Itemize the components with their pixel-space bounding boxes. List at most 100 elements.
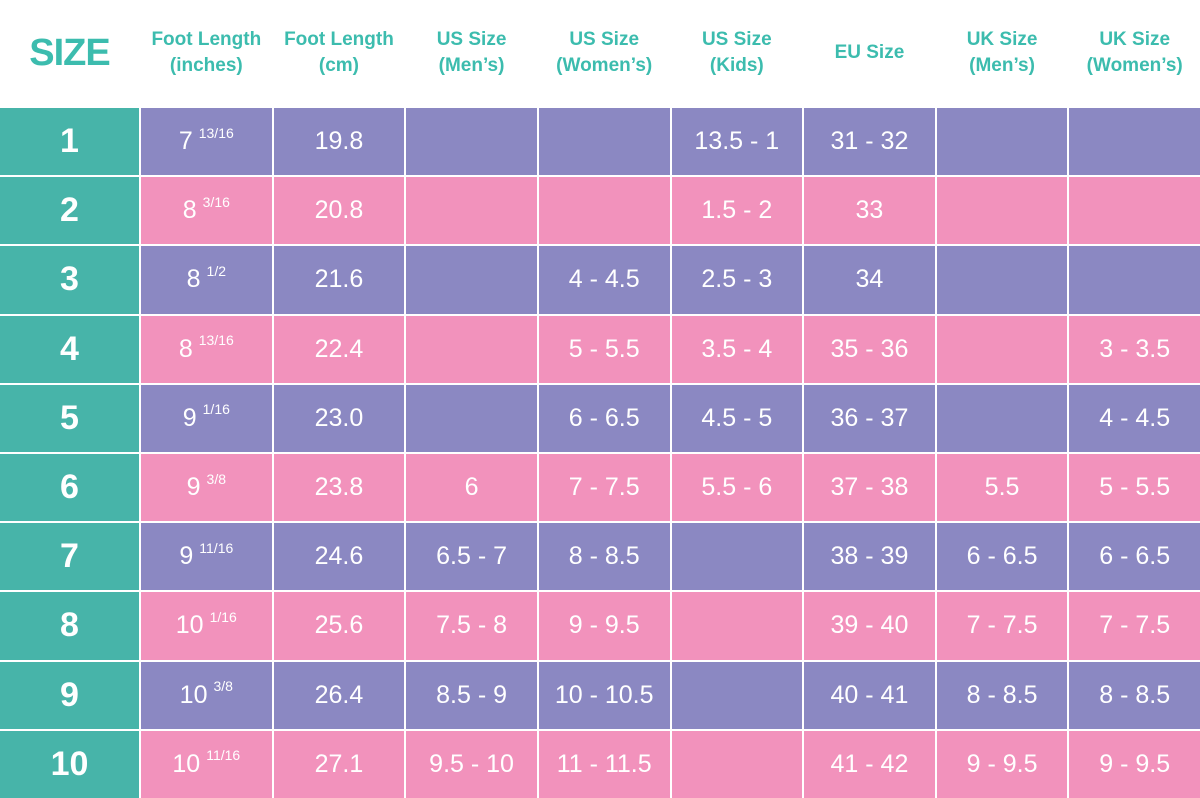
table-cell: 9 - 9.5 — [936, 730, 1068, 798]
table-cell: 25.6 — [273, 592, 405, 660]
table-cell: 39 - 40 — [804, 592, 935, 660]
header-cell: SIZE — [0, 0, 139, 106]
table-cell: 4 - 4.5 — [538, 246, 670, 314]
table-cell: 41 - 42 — [804, 730, 935, 798]
inches-whole: 8 — [178, 334, 193, 363]
table-cell — [406, 315, 537, 383]
table-cell: 4.5 - 5 — [671, 384, 803, 452]
table-cell: 5 - 5.5 — [1069, 453, 1200, 522]
size-label: 8 — [0, 592, 139, 660]
foot-inches: 8 3/16 — [141, 177, 272, 245]
size-label: 7 — [0, 523, 139, 591]
header-text: (Men’s) — [969, 55, 1035, 76]
size-label: 3 — [0, 246, 139, 314]
table-cell — [1069, 177, 1200, 245]
table-cell: 7 - 7.5 — [936, 592, 1068, 660]
foot-inches: 10 11/16 — [141, 730, 272, 798]
header-cell: Foot Length (cm) — [274, 0, 405, 106]
table-cell: 20.8 — [273, 177, 405, 245]
foot-inches: 7 13/16 — [141, 108, 272, 176]
inches-whole: 8 — [186, 265, 201, 294]
table-cell: 10 - 10.5 — [538, 661, 670, 729]
table-cell: 37 - 38 — [804, 453, 935, 522]
table-cell: 31 - 32 — [804, 108, 935, 176]
header-text: (Women’s) — [1086, 55, 1183, 76]
inches-fraction: 13/16 — [198, 332, 234, 349]
table-cell — [671, 661, 803, 729]
table-cell: 11 - 11.5 — [538, 730, 670, 798]
table-cell: 34 — [804, 246, 935, 314]
header-cell: UK Size (Men’s) — [937, 0, 1068, 106]
table-cell: 6.5 - 7 — [406, 523, 537, 591]
header-cell: UK Size (Women’s) — [1069, 0, 1200, 106]
table-cell: 6 — [406, 453, 537, 522]
inches-whole: 10 — [172, 749, 201, 778]
table-cell: 6 - 6.5 — [538, 384, 670, 452]
table-cell: 6 - 6.5 — [936, 523, 1068, 591]
foot-inches: 8 1/2 — [141, 246, 272, 314]
inches-fraction: 3/8 — [213, 678, 233, 695]
table-cell: 7.5 - 8 — [406, 592, 537, 660]
header-cell: Foot Length (inches) — [141, 0, 272, 106]
header-text: US Size — [569, 29, 640, 50]
header-text: (inches) — [169, 55, 243, 76]
table-cell: 19.8 — [273, 108, 405, 176]
inches-whole: 10 — [175, 611, 204, 640]
table-cell: 3 - 3.5 — [1069, 315, 1200, 383]
table-cell — [936, 315, 1068, 383]
table-cell: 40 - 41 — [804, 661, 935, 729]
table-cell: 4 - 4.5 — [1069, 384, 1200, 452]
header-text: (Men’s) — [438, 55, 505, 76]
inches-fraction: 11/16 — [199, 539, 234, 556]
table-cell: 5.5 — [936, 453, 1068, 522]
table-cell — [671, 523, 803, 591]
inches-fraction: 3/8 — [206, 470, 226, 487]
table-cell — [936, 246, 1068, 314]
foot-inches: 10 3/8 — [141, 661, 272, 729]
table-cell — [671, 592, 803, 660]
header-text: Foot Length — [284, 29, 394, 50]
header-text: SIZE — [29, 32, 110, 74]
inches-whole: 10 — [179, 680, 208, 709]
inches-whole: 9 — [186, 473, 201, 502]
header-text: US Size — [436, 29, 507, 50]
table-cell: 22.4 — [273, 315, 405, 383]
table-cell: 2.5 - 3 — [671, 246, 803, 314]
foot-inches: 9 1/16 — [141, 384, 272, 452]
table-cell: 7 - 7.5 — [1069, 592, 1200, 660]
header-text: (cm) — [318, 55, 359, 76]
header-cell: US Size (Men’s) — [406, 0, 537, 106]
size-label: 5 — [0, 384, 139, 452]
size-label: 10 — [0, 730, 139, 798]
size-label: 4 — [0, 315, 139, 383]
foot-inches: 9 3/8 — [141, 453, 272, 522]
size-label: 2 — [0, 177, 139, 245]
foot-inches: 10 1/16 — [141, 592, 272, 660]
table-cell: 5.5 - 6 — [671, 453, 803, 522]
foot-inches: 8 13/16 — [141, 315, 272, 383]
table-cell: 8 - 8.5 — [936, 661, 1068, 729]
table-cell: 23.0 — [273, 384, 405, 452]
header-text: US Size — [701, 29, 772, 50]
inches-fraction: 3/16 — [202, 193, 230, 210]
table-cell — [936, 108, 1068, 176]
inches-fraction: 1/16 — [209, 608, 237, 625]
table-cell — [671, 730, 803, 798]
table-cell: 7 - 7.5 — [538, 453, 670, 522]
table-cell — [406, 108, 537, 176]
table-cell — [936, 177, 1068, 245]
inches-fraction: 1/16 — [202, 401, 230, 418]
table-cell: 9 - 9.5 — [538, 592, 670, 660]
size-label: 6 — [0, 453, 139, 522]
table-cell: 27.1 — [273, 730, 405, 798]
table-cell: 24.6 — [273, 523, 405, 591]
inches-fraction: 1/2 — [206, 262, 226, 279]
table-cell: 21.6 — [273, 246, 405, 314]
inches-whole: 9 — [179, 542, 194, 571]
table-cell — [406, 384, 537, 452]
table-cell: 35 - 36 — [804, 315, 935, 383]
size-label: 9 — [0, 661, 139, 729]
inches-fraction: 11/16 — [206, 747, 241, 764]
table-cell — [1069, 246, 1200, 314]
